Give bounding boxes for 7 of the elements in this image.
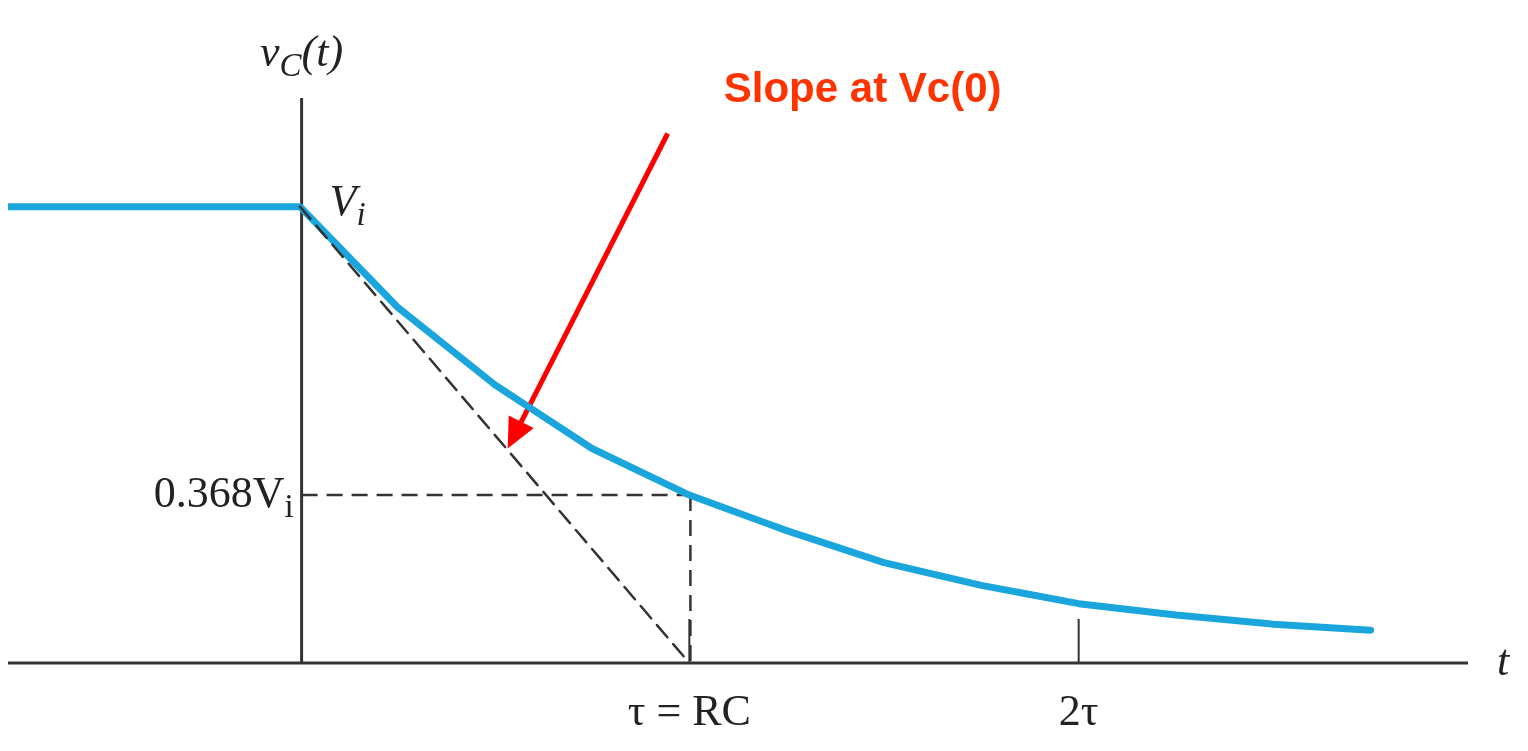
- x-tick-label: τ = RC: [627, 686, 751, 735]
- text: Slope at Vc(0): [723, 63, 1002, 111]
- x-axis-title: t: [1496, 636, 1511, 685]
- annotation: V$_{i}$: [329, 175, 366, 232]
- x-tick-label: 2τ: [1058, 686, 1099, 735]
- y-axis-title: v$_{C}$(t): [260, 27, 344, 83]
- annotation: 0.368V$_{i}$: [153, 468, 294, 524]
